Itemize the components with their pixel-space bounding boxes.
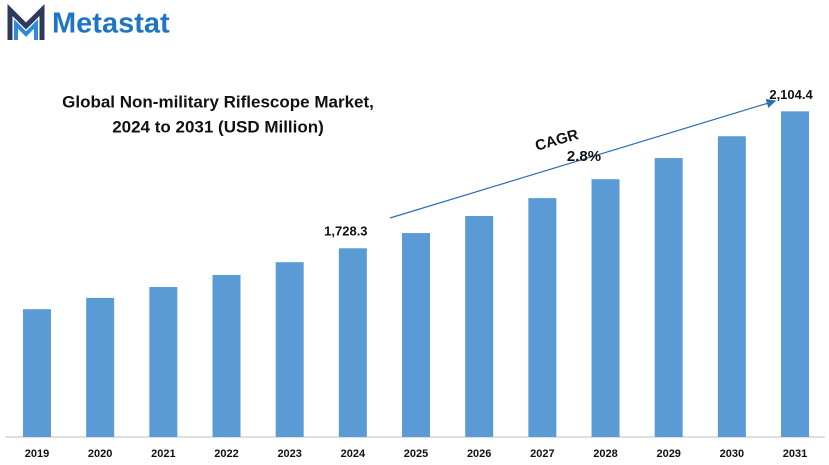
bar <box>86 297 115 437</box>
bar <box>212 274 241 437</box>
cagr-arrow <box>389 98 777 219</box>
bar <box>338 248 367 437</box>
x-tick-label: 2024 <box>341 448 366 460</box>
x-tick-label: 2023 <box>277 448 301 460</box>
x-tick-label: 2031 <box>783 448 807 460</box>
bar <box>528 198 557 437</box>
bar <box>275 262 304 437</box>
bar <box>781 111 810 437</box>
logo-icon <box>7 3 45 40</box>
cagr-value: 2.8% <box>567 148 601 165</box>
x-tick-label: 2028 <box>593 448 617 460</box>
bar <box>717 136 746 437</box>
x-tick-label: 2030 <box>720 448 744 460</box>
x-tick-label: 2027 <box>530 448 554 460</box>
x-tick-label: 2021 <box>151 448 175 460</box>
bar <box>465 215 494 437</box>
bar <box>23 309 51 437</box>
bar <box>591 179 620 437</box>
chart-title: 2024 to 2031 (USD Million) <box>112 117 324 136</box>
chart-title: Global Non-military Riflescope Market, <box>62 92 374 111</box>
bar <box>654 158 683 437</box>
logo-text: Metastat <box>52 8 170 40</box>
value-label: 1,728.3 <box>324 224 367 239</box>
x-tick-label: 2025 <box>404 448 428 460</box>
x-tick-label: 2026 <box>467 448 491 460</box>
x-tick-label: 2019 <box>25 448 49 460</box>
x-tick-label: 2022 <box>214 448 238 460</box>
x-tick-label: 2020 <box>88 448 112 460</box>
value-label: 2,104.4 <box>769 87 813 102</box>
x-tick-label: 2029 <box>656 448 680 460</box>
bar <box>149 286 178 437</box>
bar <box>402 233 431 437</box>
